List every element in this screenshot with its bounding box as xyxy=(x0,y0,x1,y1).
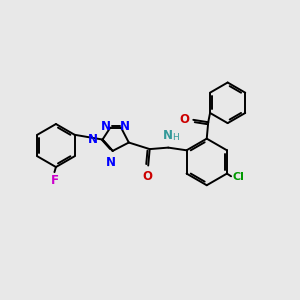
Text: O: O xyxy=(142,170,153,183)
Text: N: N xyxy=(106,156,116,169)
Text: O: O xyxy=(179,113,189,126)
Text: N: N xyxy=(120,120,130,133)
Text: Cl: Cl xyxy=(232,172,244,182)
Text: N: N xyxy=(101,120,111,133)
Text: H: H xyxy=(172,133,179,142)
Text: F: F xyxy=(50,174,59,187)
Text: N: N xyxy=(163,129,173,142)
Text: N: N xyxy=(88,133,98,146)
